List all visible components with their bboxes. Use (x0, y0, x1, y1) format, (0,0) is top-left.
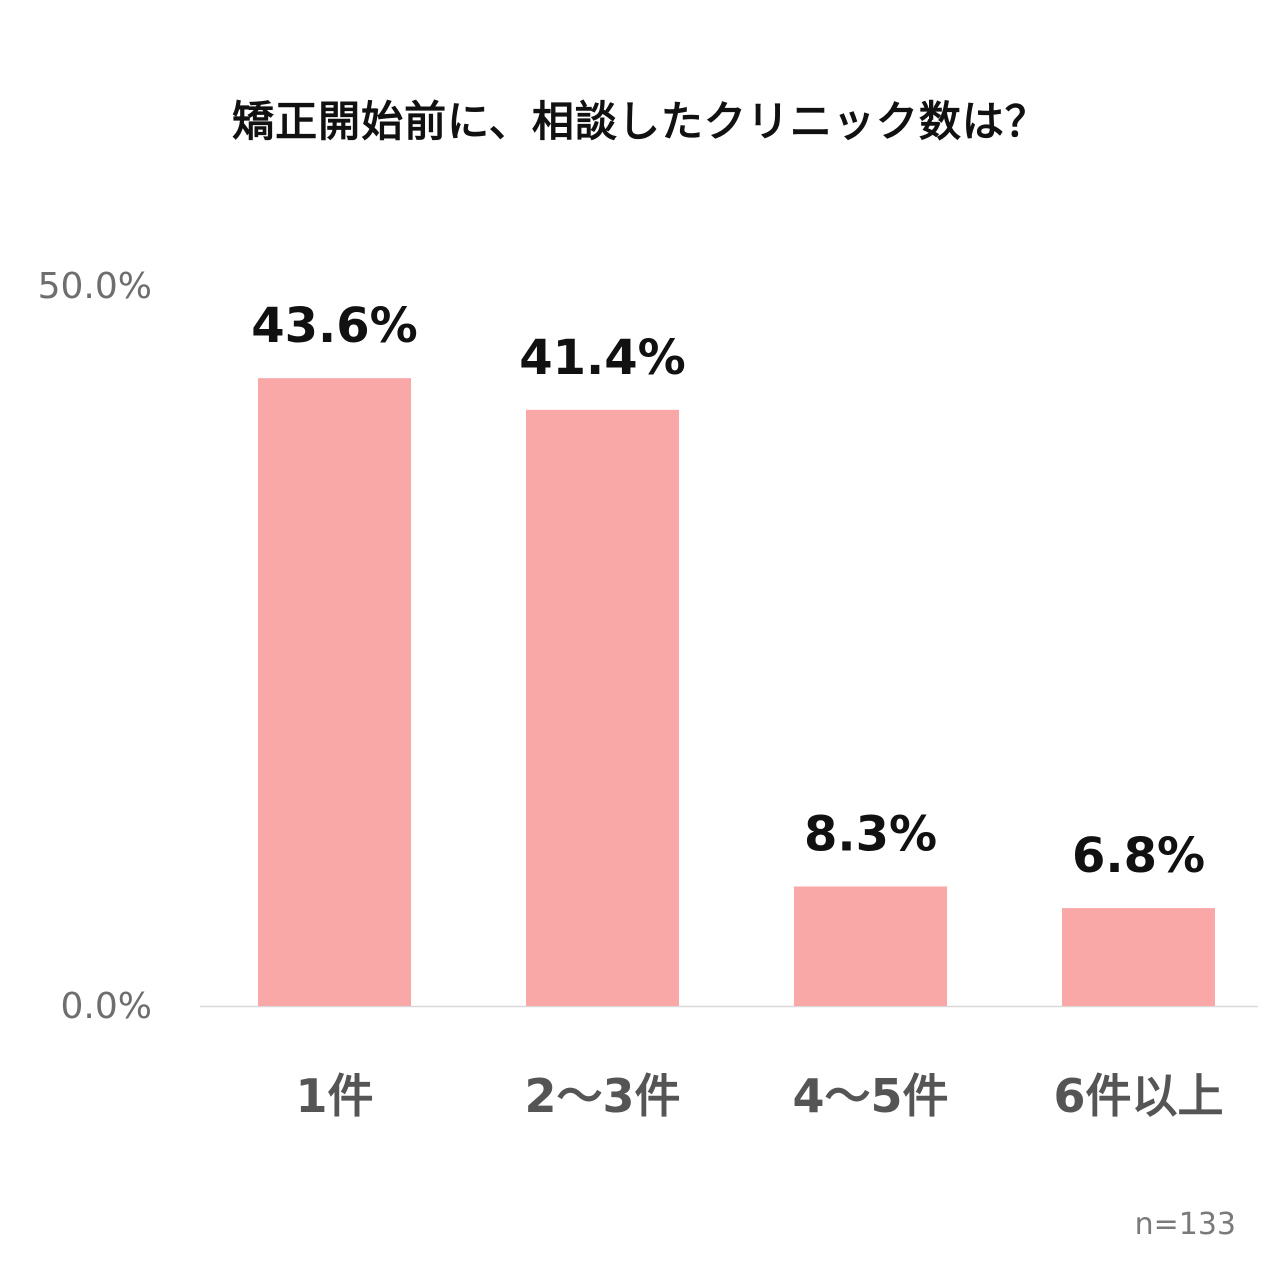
data-label: 6.8% (1072, 828, 1205, 884)
category-label: 4〜5件 (792, 1069, 948, 1123)
data-label: 41.4% (519, 330, 686, 386)
bar (794, 886, 947, 1006)
bar (1062, 908, 1215, 1006)
category-label: 2〜3件 (524, 1069, 680, 1123)
data-label: 43.6% (251, 298, 418, 354)
data-label: 8.3% (804, 806, 937, 862)
y-tick-label: 0.0% (61, 986, 152, 1027)
category-label: 1件 (295, 1069, 373, 1123)
category-label: 6件以上 (1053, 1069, 1223, 1123)
y-tick-label: 50.0% (38, 266, 152, 307)
bar (526, 409, 679, 1007)
chart-title: 矯正開始前に、相談したクリニック数は？ (232, 97, 1048, 146)
sample-size-note: n=133 (1134, 1207, 1236, 1242)
bar (258, 378, 411, 1006)
